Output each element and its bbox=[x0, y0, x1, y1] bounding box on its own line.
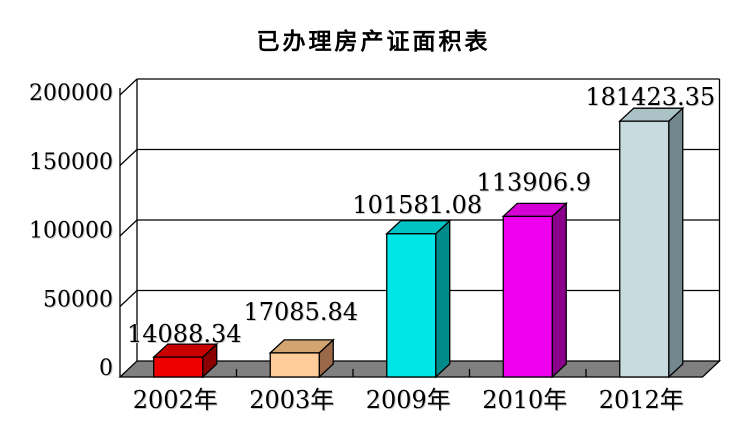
x-axis-label-2012年: 2012年 bbox=[599, 386, 684, 414]
y-axis-label-0: 0 bbox=[99, 356, 113, 381]
data-label-2002年: 14088.34 bbox=[127, 320, 242, 348]
bar-front-2003年 bbox=[269, 352, 320, 378]
y-tick-200000 bbox=[119, 78, 138, 96]
data-label-2010年: 113906.9 bbox=[476, 168, 591, 196]
data-label-2012年: 181423.35 bbox=[585, 83, 715, 111]
data-label-2009年: 101581.08 bbox=[352, 191, 482, 219]
bar-front-2002年 bbox=[153, 356, 204, 378]
y-axis-label-150000: 150000 bbox=[29, 150, 113, 175]
y-tick-150000 bbox=[119, 149, 138, 166]
bar-side-2012年 bbox=[668, 106, 684, 379]
y-axis-label-200000: 200000 bbox=[29, 81, 113, 106]
y-axis-label-100000: 100000 bbox=[29, 219, 113, 244]
data-label-2003年: 17085.84 bbox=[243, 298, 358, 326]
bar-side-2009年 bbox=[435, 219, 451, 379]
bar-front-2012年 bbox=[619, 120, 670, 378]
chart-title: 已办理房产证面积表 bbox=[256, 29, 491, 55]
x-axis-label-2003年: 2003年 bbox=[249, 386, 334, 414]
bar-side-2010年 bbox=[551, 201, 567, 379]
x-axis-label-2002年: 2002年 bbox=[133, 386, 218, 414]
y-axis-label-50000: 50000 bbox=[43, 287, 113, 312]
bar-front-2010年 bbox=[502, 215, 553, 378]
x-axis-label-2010年: 2010年 bbox=[482, 386, 567, 414]
bar-front-2009年 bbox=[386, 233, 437, 378]
x-axis-label-2009年: 2009年 bbox=[366, 386, 451, 414]
y-tick-50000 bbox=[119, 290, 138, 307]
y-tick-100000 bbox=[119, 219, 138, 237]
